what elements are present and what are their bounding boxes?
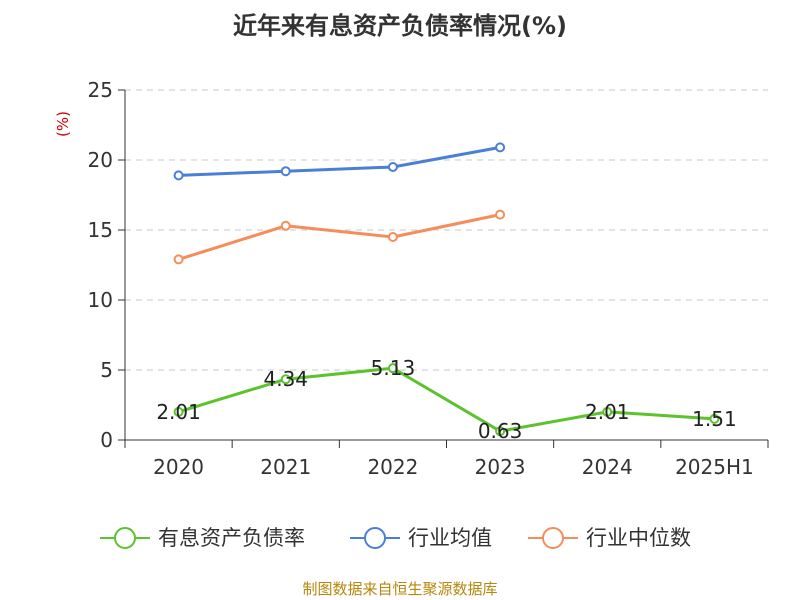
- data-point: [173, 254, 184, 265]
- legend-label[interactable]: 行业中位数: [586, 526, 691, 550]
- y-tick-label: 25: [88, 78, 113, 102]
- data-point: [387, 363, 398, 374]
- legend-marker[interactable]: [364, 527, 386, 549]
- data-point: [387, 232, 398, 242]
- series-line: [178, 366, 715, 433]
- data-label: 4.34: [263, 367, 308, 391]
- x-tick-label: 2023: [475, 455, 526, 479]
- x-tick-label: 2024: [582, 455, 633, 479]
- data-point: [173, 170, 184, 181]
- x-tick-label: 2022: [367, 455, 418, 479]
- legend-label[interactable]: 行业均值: [408, 526, 492, 550]
- data-point: [602, 406, 613, 417]
- y-tick-label: 15: [88, 218, 113, 242]
- data-point: [280, 374, 291, 385]
- legend-label[interactable]: 有息资产负债率: [158, 526, 305, 550]
- data-point: [280, 220, 291, 231]
- y-tick-label: 20: [88, 148, 113, 172]
- data-point: [280, 166, 291, 177]
- x-tick-label: 2025H1: [675, 455, 754, 479]
- data-label: 1.51: [692, 407, 737, 431]
- chart-title: 近年来有息资产负债率情况(%): [233, 12, 567, 40]
- data-point: [709, 413, 720, 424]
- series-line: [178, 213, 501, 261]
- y-axis-label: (%): [54, 111, 72, 137]
- series-line: [178, 145, 501, 177]
- data-label: 2.01: [585, 400, 630, 424]
- data-point: [387, 162, 398, 172]
- data-point: [495, 209, 506, 220]
- legend-marker[interactable]: [542, 527, 564, 549]
- source-note: 制图数据来自恒生聚源数据库: [302, 580, 498, 598]
- data-label: 2.01: [156, 400, 201, 424]
- data-label: 5.13: [371, 356, 416, 380]
- x-tick-label: 2020: [153, 455, 204, 479]
- y-tick-label: 0: [100, 428, 113, 452]
- legend-marker[interactable]: [114, 527, 136, 549]
- y-tick-label: 5: [100, 358, 113, 382]
- x-tick-label: 2021: [260, 455, 311, 479]
- data-point: [495, 426, 506, 437]
- data-point: [173, 406, 184, 417]
- y-tick-label: 10: [88, 288, 113, 312]
- data-point: [495, 142, 506, 153]
- data-label: 0.63: [478, 419, 523, 443]
